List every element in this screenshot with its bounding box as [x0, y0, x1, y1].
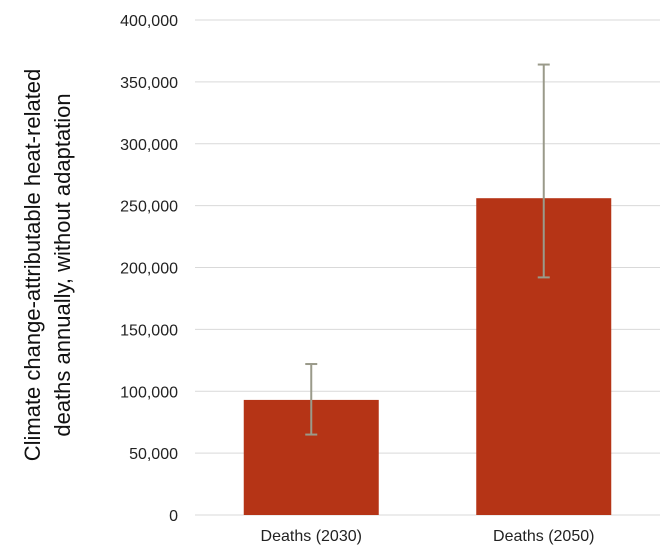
error-bar-2: [537, 63, 550, 279]
error-bars: [305, 63, 550, 436]
y-tick-label: 350,000: [120, 75, 178, 92]
y-axis-title: Climate change-attributable heat-related…: [20, 69, 75, 462]
y-tick-label: 50,000: [129, 446, 178, 463]
bars: [243, 198, 612, 515]
y-tick-label: 150,000: [120, 322, 178, 339]
y-axis-ticks: 0 50,000 100,000 150,000 200,000 250,000 300,0…: [120, 13, 178, 525]
y-tick-label: 250,000: [120, 199, 178, 216]
y-tick-label: 200,000: [120, 261, 178, 278]
x-axis-categories: Deaths (2030) Deaths (2050): [261, 528, 595, 545]
y-tick-label: 0: [169, 508, 178, 525]
x-category-label: Deaths (2050): [493, 528, 594, 545]
y-axis-title-line-2: deaths annually, without adaptation: [50, 93, 75, 436]
x-category-label: Deaths (2030): [261, 528, 362, 545]
y-tick-label: 100,000: [120, 384, 178, 401]
y-axis-title-line-1: Climate change-attributable heat-related: [20, 69, 45, 462]
error-bar-1: [305, 363, 318, 436]
y-tick-label: 300,000: [120, 137, 178, 154]
y-tick-label: 400,000: [120, 13, 178, 30]
